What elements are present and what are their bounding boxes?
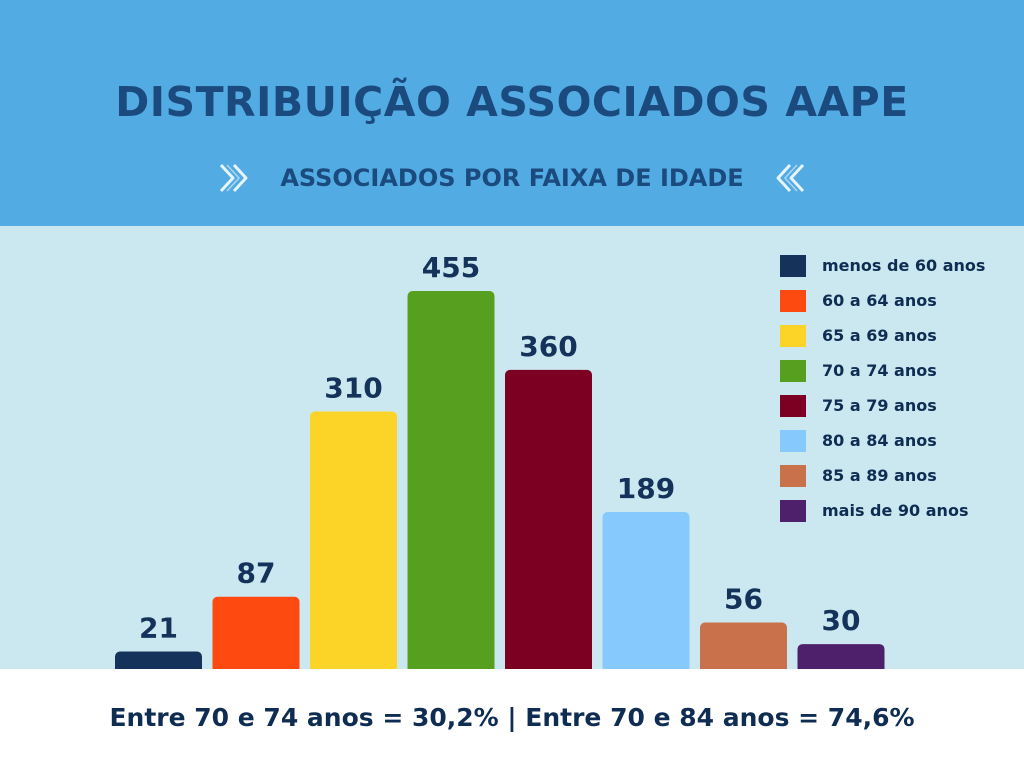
legend-label: 75 a 79 anos [822, 396, 937, 415]
legend-item: mais de 90 anos [780, 493, 1015, 528]
bar-8 [797, 644, 885, 675]
legend-label: menos de 60 anos [822, 256, 986, 275]
footer: Entre 70 e 74 anos = 30,2% | Entre 70 e … [0, 669, 1024, 768]
bar-value-label: 30 [822, 604, 861, 637]
bar-7 [700, 622, 787, 675]
legend-item: 80 a 84 anos [780, 423, 1015, 458]
legend-item: 70 a 74 anos [780, 353, 1015, 388]
bar-3 [310, 411, 397, 675]
bar-value-label: 21 [139, 612, 178, 645]
legend-swatch [780, 324, 806, 347]
legend-item: menos de 60 anos [780, 248, 1015, 283]
legend-swatch [780, 394, 806, 417]
bar-value-label: 360 [519, 330, 577, 363]
bar-value-label: 87 [237, 557, 276, 590]
legend-label: 60 a 64 anos [822, 291, 937, 310]
bar-value-label: 56 [724, 582, 763, 615]
page-title: DISTRIBUIÇÃO ASSOCIADOS AAPE [115, 78, 909, 126]
legend-swatch [780, 289, 806, 312]
legend-label: 70 a 74 anos [822, 361, 937, 380]
header-banner: DISTRIBUIÇÃO ASSOCIADOS AAPE ASSOCIADOS … [0, 0, 1024, 226]
double-chevron-left-icon [776, 163, 804, 193]
bar-6 [602, 511, 690, 675]
page-subtitle: ASSOCIADOS POR FAIXA DE IDADE [280, 164, 744, 192]
bar-4 [407, 291, 495, 675]
bar-5 [505, 369, 592, 675]
legend-label: 85 a 89 anos [822, 466, 937, 485]
legend-item: 65 a 69 anos [780, 318, 1015, 353]
bar-value-label: 189 [617, 472, 675, 505]
bar-value-label: 310 [324, 371, 382, 404]
legend-label: 80 a 84 anos [822, 431, 937, 450]
legend-label: 65 a 69 anos [822, 326, 937, 345]
bar-value-label: 455 [422, 251, 480, 284]
legend-swatch [780, 254, 806, 277]
subtitle-row: ASSOCIADOS POR FAIXA DE IDADE [0, 158, 1024, 198]
chart-legend: menos de 60 anos 60 a 64 anos 65 a 69 anos… [780, 248, 1015, 528]
legend-item: 75 a 79 anos [780, 388, 1015, 423]
legend-item: 60 a 64 anos [780, 283, 1015, 318]
double-chevron-right-icon [220, 163, 248, 193]
legend-label: mais de 90 anos [822, 501, 969, 520]
bar-2 [212, 596, 300, 675]
legend-swatch [780, 499, 806, 522]
footer-summary: Entre 70 e 74 anos = 30,2% | Entre 70 e … [109, 703, 915, 732]
legend-item: 85 a 89 anos [780, 458, 1015, 493]
legend-swatch [780, 429, 806, 452]
legend-swatch [780, 359, 806, 382]
legend-swatch [780, 464, 806, 487]
